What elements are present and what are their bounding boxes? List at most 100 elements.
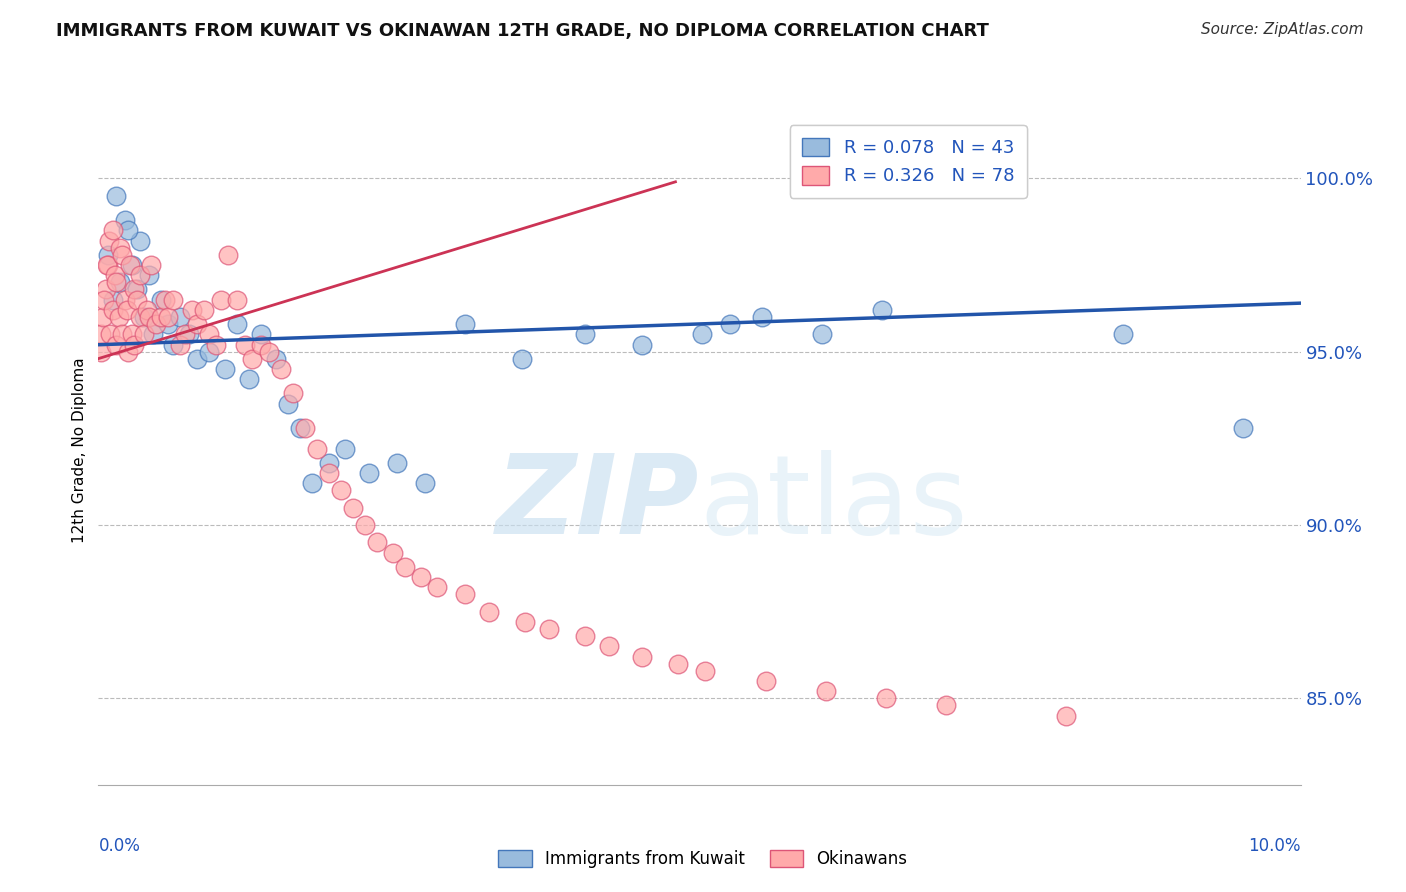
- Point: [198, 327, 221, 342]
- Point: [108, 241, 131, 255]
- Point: [415, 476, 437, 491]
- Point: [105, 337, 128, 351]
- Point: [870, 303, 893, 318]
- Point: [270, 362, 292, 376]
- Point: [666, 657, 689, 671]
- Point: [318, 466, 340, 480]
- Point: [135, 303, 157, 318]
- Point: [118, 258, 141, 272]
- Point: [598, 640, 620, 654]
- Point: [478, 605, 501, 619]
- Point: [718, 317, 741, 331]
- Point: [357, 466, 380, 480]
- Point: [157, 310, 180, 324]
- Point: [333, 442, 356, 456]
- Point: [149, 310, 172, 324]
- Point: [454, 317, 477, 331]
- Point: [426, 580, 449, 594]
- Point: [266, 351, 288, 366]
- Text: atlas: atlas: [699, 450, 967, 558]
- Point: [318, 456, 340, 470]
- Point: [104, 268, 127, 283]
- Point: [117, 303, 139, 318]
- Point: [198, 344, 221, 359]
- Point: [90, 327, 112, 342]
- Point: [394, 559, 416, 574]
- Point: [240, 351, 263, 366]
- Point: [117, 223, 139, 237]
- Point: [174, 327, 197, 342]
- Point: [205, 337, 228, 351]
- Point: [510, 351, 533, 366]
- Point: [695, 664, 717, 678]
- Point: [294, 421, 316, 435]
- Point: [94, 282, 117, 296]
- Point: [225, 293, 247, 307]
- Point: [121, 327, 143, 342]
- Point: [366, 535, 388, 549]
- Point: [105, 188, 128, 202]
- Text: IMMIGRANTS FROM KUWAIT VS OKINAWAN 12TH GRADE, NO DIPLOMA CORRELATION CHART: IMMIGRANTS FROM KUWAIT VS OKINAWAN 12TH …: [56, 22, 988, 40]
- Point: [108, 276, 131, 290]
- Point: [209, 293, 232, 307]
- Point: [217, 247, 239, 261]
- Point: [169, 310, 191, 324]
- Point: [574, 629, 596, 643]
- Point: [91, 310, 114, 324]
- Point: [1111, 327, 1133, 342]
- Point: [225, 317, 247, 331]
- Point: [574, 327, 596, 342]
- Point: [214, 362, 236, 376]
- Point: [177, 327, 200, 342]
- Point: [630, 649, 652, 664]
- Text: 10.0%: 10.0%: [1249, 837, 1301, 855]
- Point: [238, 372, 260, 386]
- Point: [193, 303, 215, 318]
- Point: [381, 546, 404, 560]
- Point: [354, 518, 377, 533]
- Point: [257, 344, 280, 359]
- Point: [129, 234, 152, 248]
- Point: [186, 351, 208, 366]
- Point: [342, 500, 364, 515]
- Point: [409, 570, 432, 584]
- Point: [114, 293, 136, 307]
- Point: [751, 310, 773, 324]
- Point: [101, 223, 124, 237]
- Point: [141, 258, 163, 272]
- Point: [111, 327, 134, 342]
- Point: [98, 234, 121, 248]
- Text: 0.0%: 0.0%: [98, 837, 141, 855]
- Point: [114, 213, 136, 227]
- Point: [125, 282, 148, 296]
- Point: [101, 293, 124, 307]
- Point: [125, 293, 148, 307]
- Point: [249, 327, 271, 342]
- Point: [129, 268, 152, 283]
- Point: [96, 258, 118, 272]
- Legend: R = 0.078   N = 43, R = 0.326   N = 78: R = 0.078 N = 43, R = 0.326 N = 78: [790, 125, 1026, 198]
- Point: [301, 476, 323, 491]
- Point: [811, 327, 834, 342]
- Point: [100, 327, 122, 342]
- Point: [145, 317, 167, 331]
- Y-axis label: 12th Grade, No Diploma: 12th Grade, No Diploma: [72, 358, 87, 543]
- Point: [132, 310, 155, 324]
- Point: [330, 483, 353, 498]
- Point: [105, 276, 128, 290]
- Point: [385, 456, 408, 470]
- Point: [138, 310, 160, 324]
- Point: [814, 684, 837, 698]
- Point: [755, 673, 778, 688]
- Point: [249, 337, 271, 351]
- Point: [630, 337, 652, 351]
- Point: [307, 442, 329, 456]
- Point: [169, 337, 191, 351]
- Text: ZIP: ZIP: [496, 450, 699, 558]
- Point: [111, 247, 134, 261]
- Point: [181, 303, 204, 318]
- Point: [875, 691, 897, 706]
- Point: [290, 421, 312, 435]
- Point: [108, 310, 131, 324]
- Text: Source: ZipAtlas.com: Source: ZipAtlas.com: [1201, 22, 1364, 37]
